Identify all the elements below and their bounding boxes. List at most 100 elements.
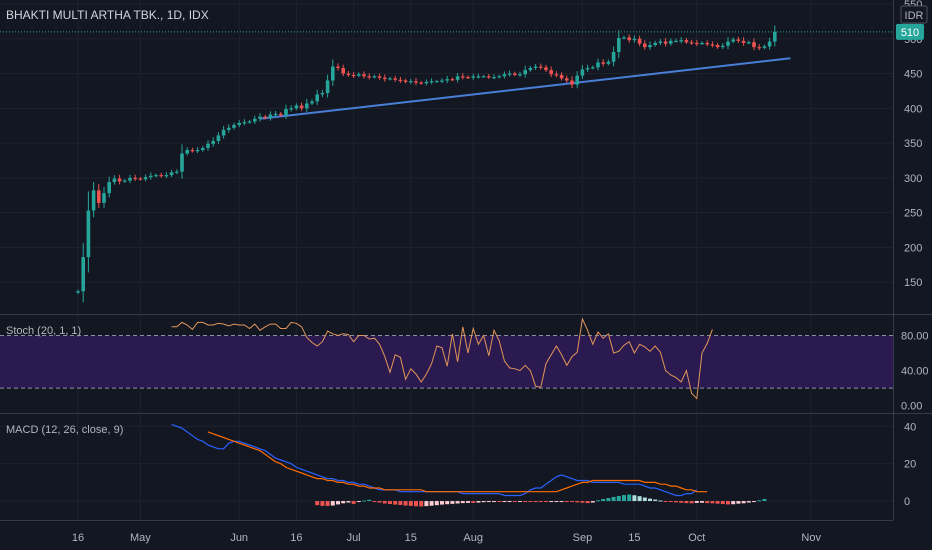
macd-hist-bar (642, 497, 647, 502)
candle-body (97, 190, 101, 203)
candle-body (523, 70, 527, 75)
stoch-layer (171, 317, 713, 400)
candle-body (648, 45, 652, 48)
candle-body (299, 105, 304, 109)
candle-body (487, 76, 491, 78)
price-tick-label: 300 (904, 173, 922, 185)
stoch-tick-label: 80.00 (901, 331, 929, 343)
candle-body (575, 75, 579, 85)
candle-body (492, 77, 496, 79)
candle-body (476, 76, 481, 78)
macd-hist-bar (549, 501, 554, 503)
candle-body (247, 121, 252, 123)
candle-body (169, 172, 174, 176)
candle-body (305, 103, 309, 109)
xaxis-layer[interactable]: 16 May Jun 16 Jul 15 Aug Sep 15 Oct Nov (72, 532, 822, 544)
macd-hist-bar (403, 501, 408, 506)
candle-body (107, 182, 111, 194)
candle-body (684, 40, 689, 43)
stoch-label[interactable]: Stoch (20, 1, 1) (6, 325, 81, 337)
candle-body (237, 122, 241, 126)
candle-body (757, 47, 761, 49)
candle-body (268, 114, 273, 119)
macd-hist-bar (757, 500, 762, 502)
candle-body (424, 81, 429, 84)
price-tick-label: 200 (904, 242, 922, 254)
macd-hist-bar (351, 501, 356, 504)
candle-body (679, 40, 683, 42)
candle-body (528, 67, 533, 71)
macd-hist-bar (372, 501, 377, 503)
candle-body (507, 73, 512, 75)
stoch-tick-label: 0.00 (901, 401, 922, 413)
trend-layer (259, 57, 791, 120)
candle-body (164, 175, 169, 177)
candle-body (149, 175, 153, 178)
macd-hist-bar (575, 501, 580, 503)
macd-hist-bar (424, 501, 429, 507)
trendline[interactable] (259, 57, 791, 120)
price-tick-label: 350 (904, 138, 922, 150)
macd-hist-bar (362, 500, 366, 502)
candle-body (544, 67, 548, 71)
macd-hist-bar (445, 501, 450, 505)
last-price-text: 510 (901, 27, 919, 39)
symbol-title[interactable]: BHAKTI MULTI ARTHA TBK., 1D, IDX (6, 8, 209, 22)
candle-body (440, 80, 444, 82)
candle-body (710, 44, 715, 46)
macd-hist-bar (715, 501, 720, 504)
macd-hist-bar (377, 501, 382, 503)
candle-body (372, 76, 377, 78)
macd-hist-bar (726, 501, 730, 505)
candle-body (336, 66, 340, 68)
macd-tick-label: 20 (904, 459, 916, 471)
macd-label[interactable]: MACD (12, 26, close, 9) (6, 424, 123, 436)
macd-hist-bar (471, 501, 476, 503)
macd-hist-bar (658, 500, 663, 502)
candle-body (741, 40, 746, 43)
macd-hist-bar (393, 501, 398, 505)
macd-hist-bar (731, 501, 736, 505)
macd-hist-bar (336, 501, 340, 505)
candle-body (86, 210, 91, 258)
candle-body (663, 41, 668, 44)
macd-hist-bar (533, 501, 538, 503)
candle-body (726, 41, 730, 46)
candle-body (773, 31, 777, 42)
candle-body (383, 77, 387, 80)
candle-body (695, 42, 699, 45)
macd-hist-bar (450, 501, 455, 504)
candle-body (128, 177, 132, 181)
candle-body (518, 74, 522, 76)
candle-body (76, 291, 80, 293)
candle-body (601, 62, 605, 64)
macd-hist-bar (398, 501, 403, 505)
macd-hist-bar (752, 501, 756, 503)
macd-hist-bar (356, 501, 361, 503)
candle-body (705, 42, 709, 45)
macd-hist-bar (538, 501, 543, 503)
candle-body (627, 37, 631, 41)
currency-badge[interactable]: IDR (900, 5, 928, 24)
macd-hist-bar (440, 501, 444, 505)
candle-body (367, 76, 371, 78)
macd-hist-bar (720, 501, 725, 505)
candle-body (549, 70, 553, 75)
candle-body (409, 81, 413, 83)
candle-body (195, 150, 200, 152)
candle-body (637, 38, 642, 44)
candle-body (669, 40, 673, 44)
macd-hist-bar (668, 501, 673, 503)
macd-hist-bar (736, 501, 741, 504)
macd-hist-bar (528, 501, 533, 503)
candle-body (403, 80, 408, 82)
macd-hist-bar (486, 501, 491, 503)
candle-body (414, 81, 418, 83)
candle-body (242, 122, 247, 124)
macd-hist-bar (497, 501, 502, 503)
candle-body (258, 116, 262, 119)
x-tick-label: 16 (290, 532, 302, 544)
price-tick-label: 150 (904, 277, 922, 289)
candle-body (377, 76, 382, 78)
